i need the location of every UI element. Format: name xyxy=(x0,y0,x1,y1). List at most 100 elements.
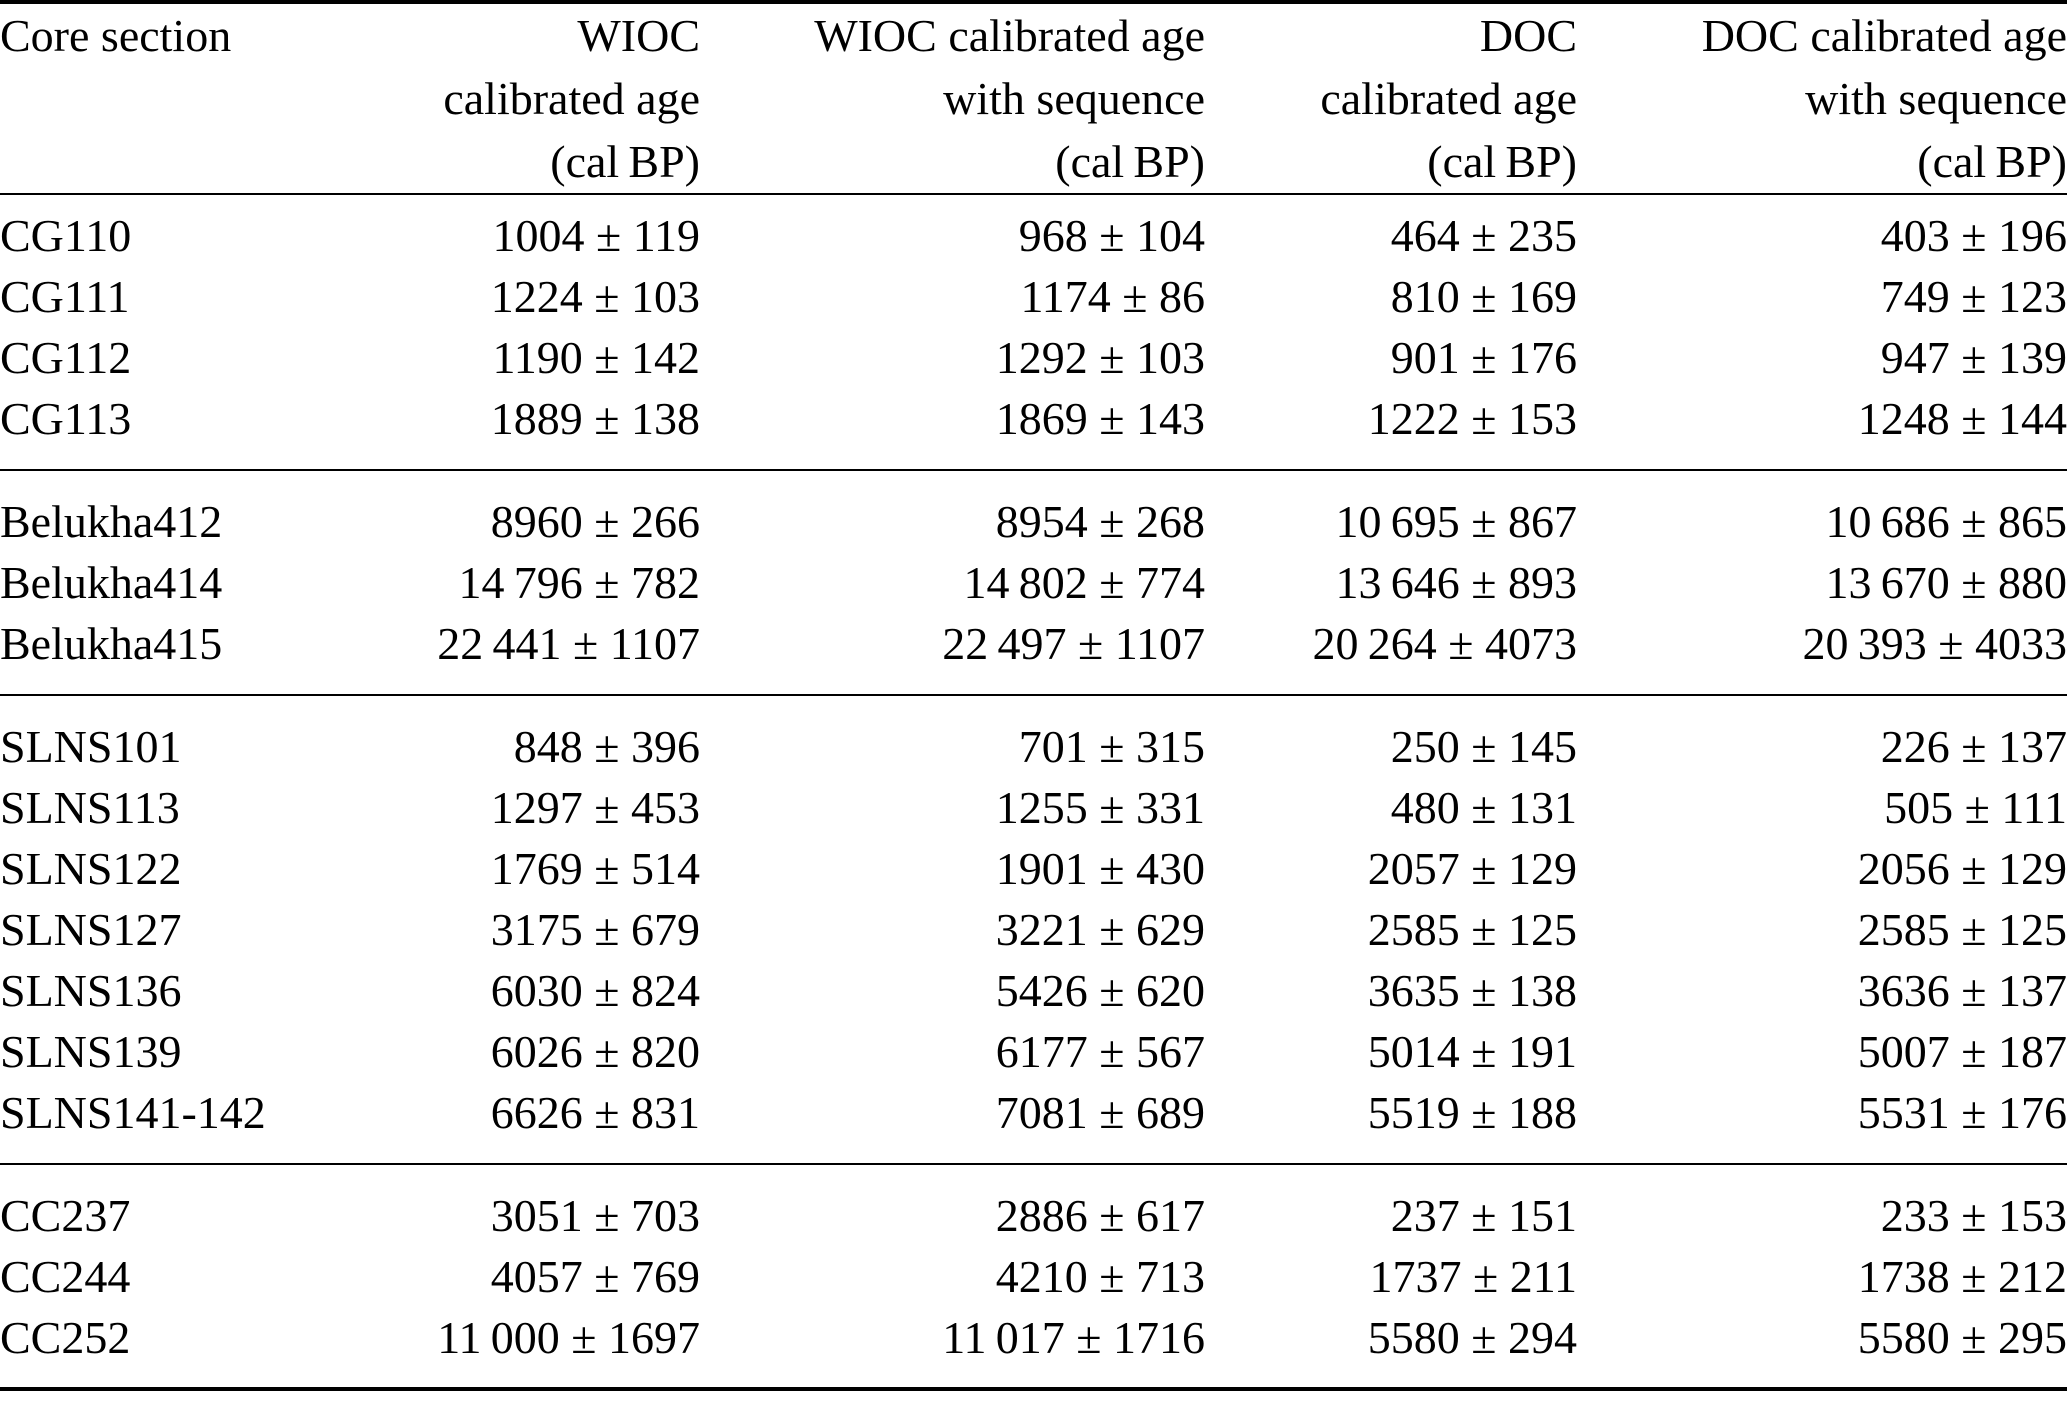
age-value-cell: 1004 ± 119 xyxy=(492,210,700,261)
age-value-cell: 947 ± 139 xyxy=(1880,332,2067,383)
age-value-cell: 2585 ± 125 xyxy=(1857,904,2067,955)
age-value-cell: 226 ± 137 xyxy=(1880,721,2067,772)
age-value-cell: 4057 ± 769 xyxy=(490,1251,700,1302)
age-value-cell: 2056 ± 129 xyxy=(1857,843,2067,894)
age-value-cell: 6030 ± 824 xyxy=(490,965,700,1016)
age-value-cell: 1224 ± 103 xyxy=(490,271,700,322)
age-value-cell: 22 441 ± 1107 xyxy=(375,613,700,696)
table-row: SLNS101 848 ± 396 701 ± 315 250 ± 145 226 ± … xyxy=(0,695,2067,777)
age-value-cell: 5007 ± 187 xyxy=(1857,1026,2067,1077)
age-value-cell: 749 ± 123 xyxy=(1880,271,2067,322)
age-value-cell: 701 ± 315 xyxy=(1018,721,1205,772)
column-header-core: Core section xyxy=(0,2,375,195)
age-value-cell: 6026 ± 820 xyxy=(490,1026,700,1077)
age-value-cell: 5014 ± 191 xyxy=(1367,1026,1577,1077)
age-value-cell: 6626 ± 831 xyxy=(375,1082,700,1165)
column-header-wioc_seq: WIOC calibrated age with sequence (cal B… xyxy=(700,2,1205,195)
age-value-cell: 464 ± 235 xyxy=(1390,210,1577,261)
header-row: Core section WIOC calibrated age (cal BP)… xyxy=(0,2,2067,195)
age-value-cell: 403 ± 196 xyxy=(1880,210,2067,261)
age-value-cell: 5531 ± 176 xyxy=(1577,1082,2067,1165)
table-row: SLNS141-142 6626 ± 831 7081 ± 689 5519 ± 18… xyxy=(0,1082,2067,1165)
table-row: SLNS136 6030 ± 824 5426 ± 620 3635 ± 138 363… xyxy=(0,960,2067,1021)
core-section-cell: CC252 xyxy=(0,1312,131,1363)
core-section-cell: SLNS141-142 xyxy=(0,1082,375,1165)
table-row: Belukha414 14 796 ± 782 14 802 ± 774 13 646… xyxy=(0,552,2067,613)
core-section-cell: CG113 xyxy=(0,388,375,471)
age-value-cell: 11 017 ± 1716 xyxy=(942,1312,1205,1363)
table-row: SLNS113 1297 ± 453 1255 ± 331 480 ± 131 505 … xyxy=(0,777,2067,838)
age-value-cell: 480 ± 131 xyxy=(1390,782,1577,833)
table-row: SLNS139 6026 ± 820 6177 ± 567 5014 ± 191 500… xyxy=(0,1021,2067,1082)
age-value-cell: 14 802 ± 774 xyxy=(963,557,1205,608)
age-value-cell: 20 393 ± 4033 xyxy=(1577,613,2067,696)
core-section-cell: SLNS139 xyxy=(0,1026,182,1077)
table-row: Belukha415 22 441 ± 1107 22 497 ± 1107 20 2… xyxy=(0,613,2067,696)
age-value-cell: 13 646 ± 893 xyxy=(1335,557,1577,608)
core-section-cell: Belukha414 xyxy=(0,557,223,608)
age-value-cell: 8960 ± 266 xyxy=(490,496,700,547)
table-row: Belukha412 8960 ± 266 8954 ± 268 10 695 ± 8… xyxy=(0,470,2067,552)
age-value-cell: 13 670 ± 880 xyxy=(1825,557,2067,608)
table-row: CG110 1004 ± 119 968 ± 104 464 ± 235 403 ± 1… xyxy=(0,194,2067,266)
age-value-cell: 1248 ± 144 xyxy=(1577,388,2067,471)
age-value-cell: 2057 ± 129 xyxy=(1367,843,1577,894)
core-section-cell: SLNS113 xyxy=(0,782,180,833)
table-row: CC252 11 000 ± 1697 11 017 ± 1716 5580 ± 29… xyxy=(0,1307,2067,1389)
age-value-cell: 1255 ± 331 xyxy=(995,782,1205,833)
age-value-cell: 5426 ± 620 xyxy=(995,965,1205,1016)
age-value-cell: 4210 ± 713 xyxy=(995,1251,1205,1302)
age-value-cell: 810 ± 169 xyxy=(1390,271,1577,322)
age-value-cell: 22 497 ± 1107 xyxy=(700,613,1205,696)
age-value-cell: 1737 ± 211 xyxy=(1369,1251,1577,1302)
age-value-cell: 5580 ± 295 xyxy=(1857,1312,2067,1363)
age-value-cell: 1889 ± 138 xyxy=(375,388,700,471)
table-row: CG111 1224 ± 103 1174 ± 86 810 ± 169 749 ± 1… xyxy=(0,266,2067,327)
age-value-cell: 1222 ± 153 xyxy=(1205,388,1577,471)
column-header-doc: DOC calibrated age (cal BP) xyxy=(1205,2,1577,195)
table-row: SLNS127 3175 ± 679 3221 ± 629 2585 ± 125 258… xyxy=(0,899,2067,960)
core-section-cell: CC237 xyxy=(0,1190,131,1241)
age-value-cell: 1297 ± 453 xyxy=(490,782,700,833)
age-value-cell: 1901 ± 430 xyxy=(995,843,1205,894)
age-value-cell: 3635 ± 138 xyxy=(1367,965,1577,1016)
age-value-cell: 11 000 ± 1697 xyxy=(437,1312,700,1363)
table-row: CG112 1190 ± 142 1292 ± 103 901 ± 176 947 ± … xyxy=(0,327,2067,388)
age-value-cell: 233 ± 153 xyxy=(1880,1190,2067,1241)
column-header-doc_seq: DOC calibrated age with sequence (cal BP… xyxy=(1577,2,2067,195)
core-section-cell: SLNS136 xyxy=(0,965,182,1016)
age-value-cell: 14 796 ± 782 xyxy=(458,557,700,608)
age-value-cell: 1190 ± 142 xyxy=(492,332,700,383)
age-value-cell: 505 ± 111 xyxy=(1884,782,2067,833)
table-row: CC237 3051 ± 703 2886 ± 617 237 ± 151 233 ± … xyxy=(0,1164,2067,1246)
age-value-cell: 1738 ± 212 xyxy=(1857,1251,2067,1302)
core-section-cell: CG110 xyxy=(0,210,132,261)
age-value-cell: 2585 ± 125 xyxy=(1367,904,1577,955)
age-value-cell: 3636 ± 137 xyxy=(1857,965,2067,1016)
age-value-cell: 8954 ± 268 xyxy=(995,496,1205,547)
table-body: CG110 1004 ± 119 968 ± 104 464 ± 235 403 ± 1… xyxy=(0,194,2067,1389)
age-value-cell: 6177 ± 567 xyxy=(995,1026,1205,1077)
core-section-cell: SLNS122 xyxy=(0,843,182,894)
column-header-wioc: WIOC calibrated age (cal BP) xyxy=(375,2,700,195)
table-row: CG113 1889 ± 138 1869 ± 143 1222 ± 153 1248 … xyxy=(0,388,2067,471)
age-value-cell: 901 ± 176 xyxy=(1390,332,1577,383)
core-section-cell: CG112 xyxy=(0,332,132,383)
age-value-cell: 3175 ± 679 xyxy=(490,904,700,955)
age-value-cell: 5580 ± 294 xyxy=(1367,1312,1577,1363)
age-value-cell: 5519 ± 188 xyxy=(1205,1082,1577,1165)
age-value-cell: 3051 ± 703 xyxy=(490,1190,700,1241)
table-row: SLNS122 1769 ± 514 1901 ± 430 2057 ± 129 205… xyxy=(0,838,2067,899)
core-section-cell: SLNS101 xyxy=(0,721,182,772)
table-header: Core section WIOC calibrated age (cal BP)… xyxy=(0,2,2067,195)
age-value-cell: 250 ± 145 xyxy=(1390,721,1577,772)
age-value-cell: 237 ± 151 xyxy=(1390,1190,1577,1241)
core-section-cell: CG111 xyxy=(0,271,130,322)
core-section-cell: SLNS127 xyxy=(0,904,182,955)
age-value-cell: 1769 ± 514 xyxy=(490,843,700,894)
age-value-cell: 10 695 ± 867 xyxy=(1335,496,1577,547)
core-section-cell: Belukha412 xyxy=(0,496,223,547)
age-value-cell: 7081 ± 689 xyxy=(700,1082,1205,1165)
calibrated-ages-table: Core section WIOC calibrated age (cal BP)… xyxy=(0,0,2067,1391)
age-value-cell: 1292 ± 103 xyxy=(995,332,1205,383)
